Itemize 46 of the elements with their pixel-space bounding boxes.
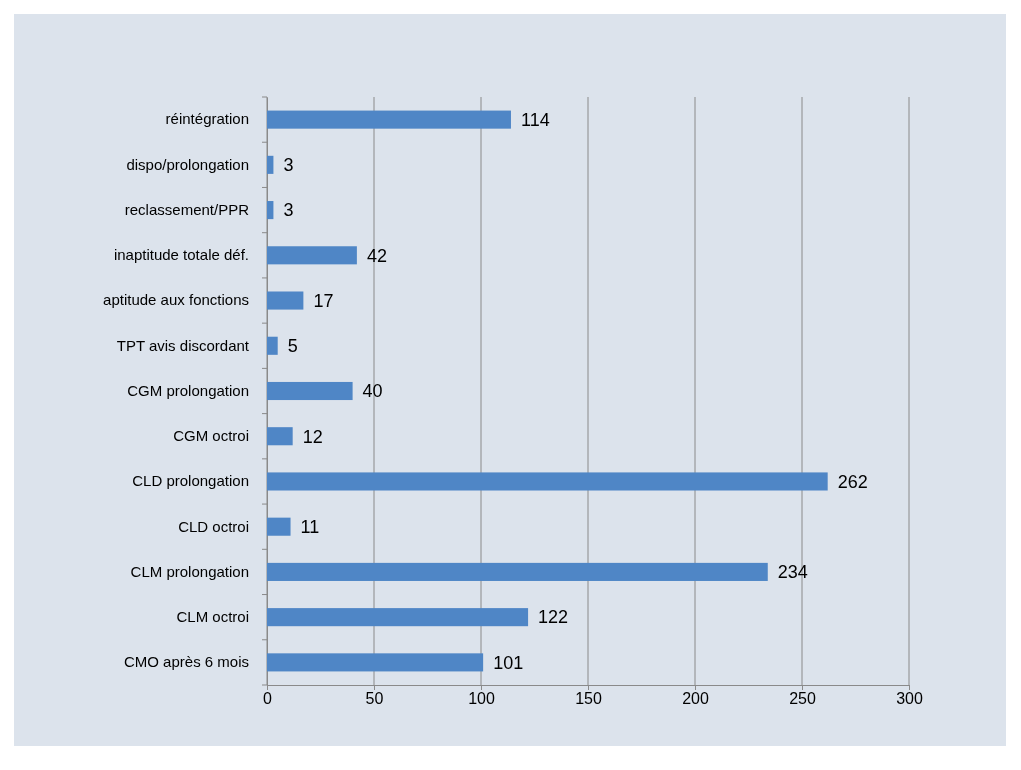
bar (267, 155, 274, 174)
data-label: 114 (520, 109, 550, 130)
y-tick-label: reclassement/PPR (124, 200, 250, 218)
x-tick-label: 0 (263, 690, 273, 708)
x-tick-label: 150 (575, 690, 602, 708)
y-tick-label: réintégration (165, 110, 249, 128)
y-tick-label: CGM octroi (173, 427, 249, 445)
data-label: 101 (493, 652, 524, 673)
y-tick-label: CLD octroi (178, 517, 249, 535)
y-tick-label: CLM prolongation (130, 562, 249, 580)
data-label: 40 (362, 381, 383, 402)
data-label: 11 (300, 516, 320, 537)
data-label: 42 (366, 245, 387, 266)
bar (267, 201, 274, 220)
x-tick-label: 200 (682, 690, 709, 708)
bar (267, 517, 291, 536)
x-tick-label: 250 (789, 690, 816, 708)
data-label: 3 (283, 155, 294, 176)
y-tick-label: CLD prolongation (132, 472, 249, 490)
bar (267, 472, 828, 491)
bar (267, 291, 304, 310)
y-tick-label: TPT avis discordant (116, 336, 250, 354)
y-tick-label: CMO après 6 mois (123, 653, 249, 671)
data-label: 5 (287, 336, 298, 357)
bar (267, 608, 529, 627)
data-label: 122 (538, 607, 569, 628)
data-label: 12 (302, 426, 323, 447)
data-label: 234 (777, 562, 808, 583)
bar (267, 427, 293, 446)
bar (267, 653, 484, 672)
y-tick-label: dispo/prolongation (126, 155, 249, 173)
y-tick-label: aptitude aux fonctions (103, 291, 249, 309)
bar (267, 562, 768, 581)
x-tick-label: 300 (896, 690, 923, 708)
data-label: 262 (837, 471, 868, 492)
x-tick-label: 100 (468, 690, 495, 708)
bar (267, 336, 278, 355)
bar (267, 381, 353, 401)
y-tick-label: inaptitude totale déf. (113, 246, 249, 264)
data-label: 17 (313, 290, 334, 311)
data-label: 3 (283, 200, 294, 221)
bar (267, 110, 511, 129)
y-tick-label: CGM prolongation (127, 381, 249, 399)
x-tick-label: 50 (365, 690, 384, 708)
bar (267, 246, 357, 265)
y-tick-label: CLM octroi (176, 607, 249, 625)
